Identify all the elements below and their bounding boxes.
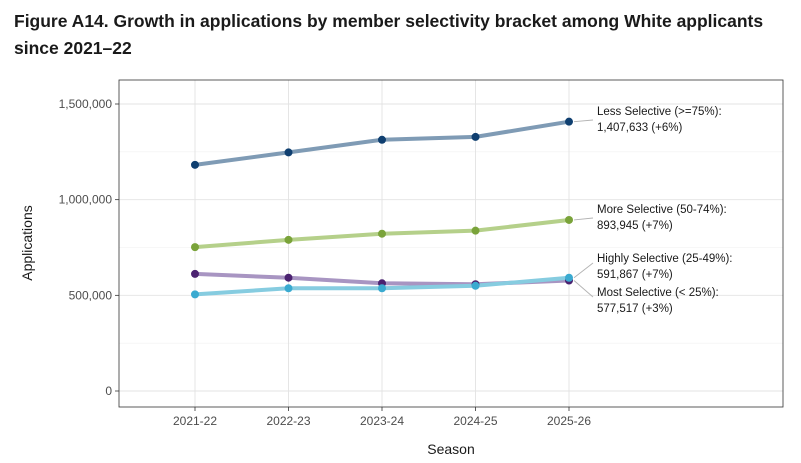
series-end-value: 893,945 (+7%) (597, 220, 673, 232)
data-point (471, 281, 480, 290)
label-leader-line (573, 217, 594, 221)
series (191, 117, 573, 299)
label-leader-line (573, 280, 594, 298)
data-point (191, 290, 199, 299)
data-point (378, 229, 386, 238)
label-leader-line (573, 119, 594, 123)
series-end-value: 577,517 (+3%) (597, 303, 673, 315)
axes: 0 500,000 1,000,000 1,500,000 2021-22 2022-23… (59, 97, 592, 428)
data-point (191, 269, 199, 278)
series-end-label: Less Selective (>=75%): (597, 106, 722, 118)
data-point (284, 235, 293, 244)
data-point (471, 132, 480, 141)
data-point (378, 135, 386, 144)
x-tick-label: 2022-23 (266, 414, 310, 428)
x-tick-label: 2025-26 (547, 414, 591, 428)
series-end-label: Highly Selective (25-49%): (597, 253, 733, 265)
x-tick-label: 2024-25 (453, 414, 497, 428)
y-tick-label: 500,000 (69, 288, 113, 302)
y-tick-label: 0 (105, 384, 112, 398)
label-leader-line (573, 262, 594, 279)
data-point (284, 284, 293, 293)
data-point (565, 215, 573, 224)
plot-panel-border (118, 79, 784, 408)
y-tick-label: 1,500,000 (59, 97, 113, 111)
series-end-label: More Selective (50-74%): (597, 204, 727, 216)
x-tick-label: 2021-22 (173, 414, 217, 428)
series-end-value: 591,867 (+7%) (597, 269, 673, 281)
data-point (565, 117, 573, 126)
y-tick-label: 1,000,000 (59, 193, 113, 207)
x-tick-label: 2023-24 (360, 414, 404, 428)
y-axis-label: Applications (19, 205, 35, 281)
data-point (191, 160, 199, 169)
data-point (471, 226, 480, 235)
data-point (378, 284, 386, 293)
data-point (284, 148, 293, 157)
data-point (191, 243, 199, 252)
series-end-value: 1,407,633 (+6%) (597, 122, 683, 134)
annotations: Less Selective (>=75%): 1,407,633 (+6%) Mo… (573, 106, 733, 315)
data-point (284, 273, 293, 282)
chart-title: Figure A14. Growth in applications by me… (14, 11, 764, 58)
series-end-label: Most Selective (< 25%): (597, 287, 719, 299)
x-axis-label: Season (427, 441, 474, 457)
data-point (565, 273, 573, 282)
